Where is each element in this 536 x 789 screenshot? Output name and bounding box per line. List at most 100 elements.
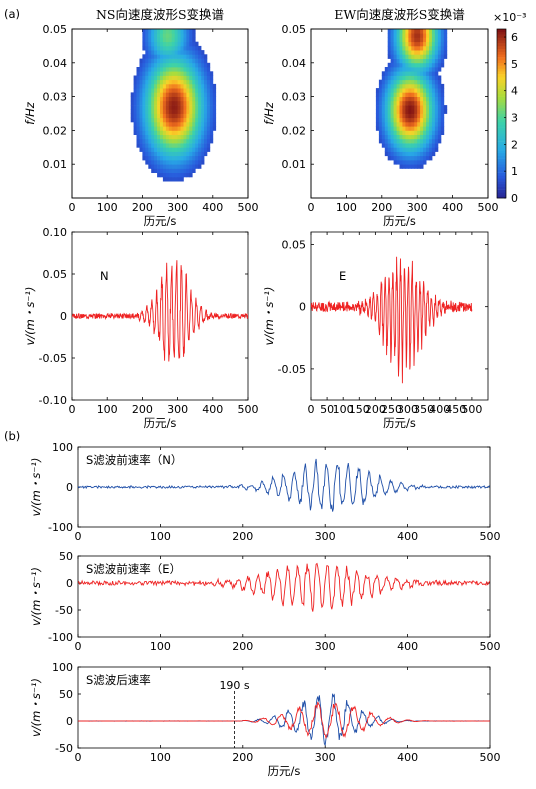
heat-cell (168, 109, 173, 114)
heat-cell (423, 37, 427, 43)
heat-cell (186, 50, 190, 55)
heat-cell (171, 88, 175, 93)
y-tick-label: 0 (66, 715, 73, 728)
heat-cell (417, 155, 421, 161)
heat-cell (192, 79, 196, 85)
heat-cell (183, 143, 187, 148)
heat-cell (139, 130, 143, 135)
heat-cell (396, 134, 400, 140)
heat-cell (168, 130, 173, 135)
heat-cell (408, 88, 412, 93)
heat-cell (192, 122, 196, 127)
series-line-0 (311, 256, 473, 384)
colorbar-tick-label: 6 (511, 31, 518, 44)
heat-cell (145, 45, 149, 51)
heat-cell (437, 62, 442, 68)
heat-cell (206, 92, 211, 97)
heat-cell (198, 100, 202, 106)
colorbar-cell (497, 40, 506, 44)
heat-cell (162, 50, 167, 55)
heat-cell (151, 79, 155, 85)
x-tick-label: 0 (69, 201, 76, 214)
heat-cell (177, 37, 181, 43)
heat-cell (189, 41, 193, 47)
x-tick-label: 200 (232, 640, 253, 653)
heat-cell (151, 109, 155, 114)
heat-cell (201, 58, 205, 64)
heat-cell (139, 117, 143, 123)
heat-cell (198, 79, 202, 85)
colorbar-cell (497, 133, 506, 137)
heat-cell (148, 122, 152, 127)
heat-cell (165, 33, 170, 38)
heat-cell (417, 75, 421, 81)
heat-cell (171, 71, 175, 76)
heat-cell (145, 105, 149, 110)
heat-cell (198, 71, 202, 76)
heat-cell (171, 113, 175, 119)
heat-cell (142, 138, 146, 144)
heat-cell (165, 88, 170, 93)
heat-cell (157, 79, 161, 85)
heat-cell (375, 113, 380, 119)
heat-cell (434, 130, 439, 135)
heat-cell (136, 122, 140, 127)
heat-cell (157, 117, 161, 123)
heat-cell (139, 71, 143, 76)
heat-cell (405, 117, 409, 123)
heat-cell (378, 113, 383, 119)
heat-cell (165, 130, 170, 135)
heat-cell (157, 168, 161, 173)
heat-cell (417, 62, 421, 68)
heat-cell (431, 113, 436, 119)
heat-cell (186, 71, 190, 76)
heat-cell (145, 155, 149, 161)
colorbar-cell (497, 152, 506, 156)
heat-cell (399, 109, 403, 114)
heat-cell (399, 138, 403, 144)
heat-cell (180, 117, 184, 123)
heat-cell (420, 58, 424, 64)
heat-cell (396, 54, 400, 59)
plot-frame (77, 666, 491, 749)
heat-cell (399, 83, 403, 89)
heat-cell (443, 50, 448, 55)
heat-cell (417, 88, 421, 93)
heat-cell (198, 130, 202, 135)
heat-cell (405, 100, 409, 106)
heat-cell (160, 29, 164, 34)
heat-cell (426, 155, 430, 161)
heat-cell (165, 58, 170, 64)
heat-cell (411, 160, 415, 165)
heat-cell (414, 151, 418, 157)
colorbar-cell (497, 76, 506, 80)
heat-cell (186, 67, 190, 72)
heat-cell (426, 37, 430, 43)
heat-cell (177, 160, 181, 165)
heat-cell (174, 143, 178, 148)
heat-cell (429, 134, 433, 140)
heat-cell (168, 41, 173, 47)
heat-cell (440, 37, 445, 43)
heat-cell (440, 117, 445, 123)
colorbar-cell (497, 130, 506, 134)
heat-cell (381, 88, 386, 93)
heat-cell (402, 41, 406, 47)
heat-cell (206, 62, 211, 68)
heat-cell (151, 134, 155, 140)
heat-cell (417, 117, 421, 123)
heat-cell (160, 37, 164, 43)
heat-cell (440, 100, 445, 106)
heat-cell (168, 122, 173, 127)
heat-cell (387, 92, 392, 97)
heat-cell (414, 130, 418, 135)
heat-cell (145, 117, 149, 123)
colorbar-cell (497, 34, 506, 38)
heat-cell (171, 29, 175, 34)
x-tick-label: 300 (315, 530, 336, 543)
heat-cell (212, 105, 217, 110)
heat-cell (133, 117, 137, 123)
y-tick-label: 0.10 (43, 226, 68, 239)
heat-cell (192, 75, 196, 81)
heat-cell (204, 62, 208, 68)
